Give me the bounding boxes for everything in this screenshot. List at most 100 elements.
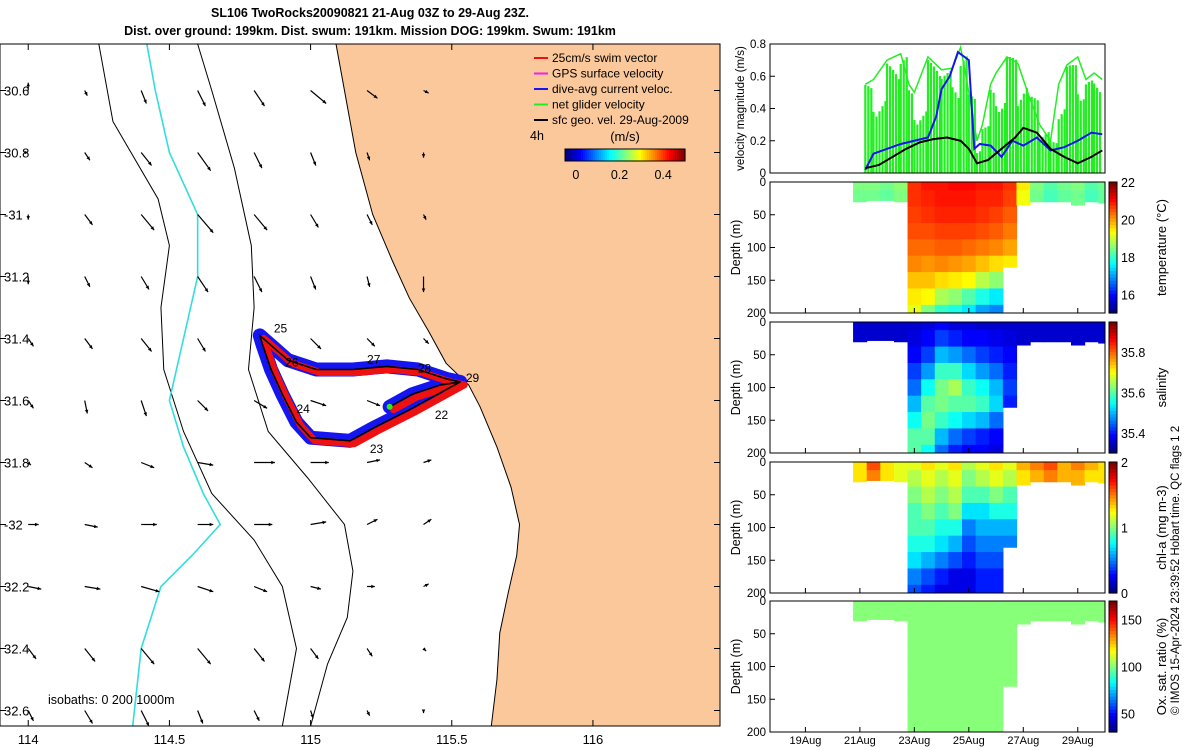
section-cell [934,535,949,553]
section-cell [989,470,1004,488]
section-cell [989,641,1004,659]
section-cell [893,609,909,622]
velocity-arrowhead [84,409,89,414]
section-colorbar-cell [1109,633,1117,638]
section-colorbar-cell [1109,475,1117,479]
section-cell [962,272,977,290]
velocity-arrowhead [261,102,265,107]
section-cell [1070,190,1086,206]
section-colorbar-cell [1109,306,1117,311]
section-cell [948,486,963,504]
section-cell [1043,322,1058,331]
map-y-tick-label: 31.8 [4,456,29,471]
section-colorbar-cell [1109,191,1117,196]
velocity-y-tick-label: 0.8 [750,39,766,51]
section-cell [962,288,977,306]
section-plot-area [853,322,1105,453]
figure-title-line-1: SL106 TwoRocks20090821 21-Aug 03Z to 29-… [211,6,529,20]
map-x-tick-label: 116 [583,732,604,747]
section-colorbar-cell [1109,407,1117,412]
section-cell [1084,470,1099,483]
section-cell [962,190,977,208]
velocity-arrowhead [373,519,378,523]
section-colorbar-cell [1109,344,1117,349]
section-colorbar-cell [1109,630,1117,635]
colorbar-cell [655,149,658,161]
velocity-arrowhead [371,584,375,589]
section-colorbar-cell [1109,182,1117,186]
section-cell [1002,395,1018,408]
velocity-arrowhead [421,288,426,293]
velocity-arrowhead [26,216,30,220]
colorbar-side-label: 4h [530,129,544,143]
section-colorbar-tick-label: 50 [1121,707,1135,721]
section-colorbar-tick-label: 35.4 [1121,427,1145,441]
colorbar-cell [635,149,638,161]
section-cell [975,723,990,732]
section-colorbar-cell [1109,446,1117,451]
velocity-arrowhead [35,522,39,527]
sfc-geo-vel--line [865,126,1103,170]
section-cell [948,462,963,471]
section-colorbar-cell [1109,712,1117,717]
section-colorbar-cell [1109,637,1117,641]
velocity-arrowhead [424,89,429,94]
section-colorbar-cell [1109,394,1117,398]
section-colorbar-cell [1109,705,1117,710]
velocity-arrowhead [86,282,90,287]
section-cell [1057,322,1072,331]
section-cell [1016,470,1031,486]
section-cell [866,462,881,471]
section-colorbar-cell [1109,293,1117,298]
section-cell [853,182,868,191]
section-cell [921,625,936,643]
section-colorbar-label: chl-a (mg m-3) [1154,485,1169,570]
velocity-arrowhead [84,91,88,96]
section-cell [1002,190,1018,208]
section-cell [975,304,990,313]
section-cell [907,379,922,397]
section-cell [921,462,936,471]
section-cell [948,609,963,627]
colorbar-tick-label: 0.2 [611,168,628,182]
section-cell [1002,535,1018,548]
section-cell [907,322,922,331]
section-cell [934,674,949,692]
section-colorbar-cell [1109,570,1117,574]
section-cell [1084,601,1099,610]
section-colorbar-cell [1109,208,1117,213]
section-cell [866,190,881,201]
section-colorbar-tick-label: 18 [1121,251,1135,265]
section-colorbar-cell [1109,462,1117,466]
section-colorbar-cell [1109,290,1117,294]
colorbar-cell [631,149,634,161]
section-cell [975,707,990,725]
velocity-arrow [197,152,212,172]
section-cell [934,206,949,224]
map-x-tick-label: 114 [18,732,39,747]
section-cell [921,346,936,364]
section-colorbar-cell [1109,614,1117,618]
colorbar-cell [623,149,626,161]
section-colorbar-cell [1109,299,1117,304]
section-cell [853,601,868,610]
section-cell [1002,462,1018,471]
section-cell [921,182,936,191]
velocity-arrowhead [260,657,265,662]
section-cell [948,255,963,273]
section-cell [975,444,990,453]
section-cell [1016,190,1031,206]
section-colorbar-cell [1109,576,1117,581]
section-cell [989,255,1004,273]
section-cell [1002,379,1018,397]
section-cell [962,502,977,520]
section-cell [1002,182,1018,191]
section-cell [948,535,963,553]
velocity-arrowhead [422,215,427,220]
section-cell [948,428,963,446]
velocity-arrowhead [26,82,30,87]
colorbar-cell [595,149,598,161]
section-colorbar-cell [1109,607,1117,612]
colorbar-cell [629,149,632,161]
